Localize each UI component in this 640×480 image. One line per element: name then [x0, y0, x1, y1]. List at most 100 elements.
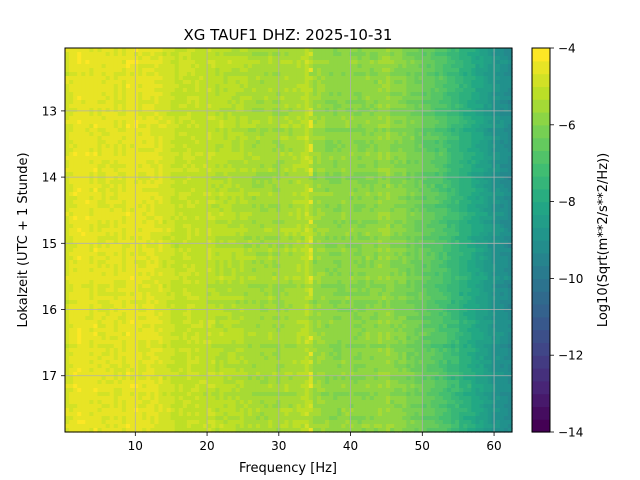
heatmap-cell: [243, 220, 249, 225]
heatmap-cell: [125, 100, 131, 105]
heatmap-cell: [284, 196, 290, 201]
heatmap-cell: [430, 184, 436, 189]
heatmap-cell: [69, 72, 74, 77]
heatmap-cell: [434, 64, 440, 69]
heatmap-cell: [446, 56, 452, 61]
heatmap-cell: [446, 172, 452, 177]
heatmap-cell: [89, 68, 95, 73]
heatmap-cell: [207, 108, 212, 113]
heatmap-cell: [125, 80, 131, 85]
heatmap-cell: [349, 88, 355, 93]
heatmap-cell: [77, 52, 82, 57]
heatmap-cell: [361, 172, 367, 177]
heatmap-cell: [284, 92, 290, 97]
heatmap-cell: [101, 204, 107, 209]
heatmap-cell: [410, 64, 416, 69]
heatmap-cell: [215, 80, 221, 85]
heatmap-cell: [451, 104, 456, 109]
heatmap-cell: [117, 80, 123, 85]
heatmap-cell: [190, 60, 196, 65]
heatmap-cell: [69, 204, 74, 209]
heatmap-cell: [381, 92, 387, 97]
heatmap-cell: [467, 120, 472, 125]
heatmap-cell: [442, 84, 448, 89]
heatmap-cell: [357, 68, 363, 73]
heatmap-cell: [158, 80, 164, 85]
heatmap-cell: [507, 60, 513, 65]
heatmap-cell: [381, 52, 387, 57]
heatmap-cell: [467, 80, 472, 85]
heatmap-cell: [190, 48, 196, 53]
heatmap-cell: [138, 92, 143, 97]
heatmap-cell: [142, 192, 147, 197]
heatmap-cell: [235, 192, 241, 197]
heatmap-cell: [499, 120, 505, 125]
heatmap-cell: [243, 72, 249, 77]
heatmap-cell: [231, 172, 237, 177]
heatmap-cell: [353, 100, 359, 105]
heatmap-cell: [487, 56, 493, 61]
heatmap-cell: [243, 68, 249, 73]
heatmap-cell: [503, 140, 509, 145]
heatmap-cell: [166, 84, 172, 89]
heatmap-cell: [442, 160, 448, 165]
heatmap-cell: [247, 100, 253, 105]
heatmap-cell: [182, 128, 188, 133]
heatmap-cell: [182, 152, 188, 157]
heatmap-cell: [495, 132, 501, 137]
heatmap-cell: [316, 132, 322, 137]
heatmap-cell: [292, 216, 298, 221]
heatmap-cell: [223, 224, 229, 229]
heatmap-cell: [373, 184, 379, 189]
heatmap-cell: [463, 84, 468, 89]
heatmap-cell: [182, 148, 188, 153]
heatmap-cell: [495, 164, 501, 169]
heatmap-cell: [365, 124, 371, 129]
heatmap-cell: [207, 60, 212, 65]
heatmap-cell: [398, 60, 403, 65]
heatmap-cell: [174, 56, 180, 61]
heatmap-cell: [101, 108, 107, 113]
heatmap-cell: [235, 196, 241, 201]
heatmap-cell: [97, 172, 103, 177]
heatmap-cell: [203, 124, 208, 129]
heatmap-cell: [459, 56, 464, 61]
heatmap-cell: [426, 92, 432, 97]
heatmap-cell: [142, 208, 147, 213]
heatmap-cell: [235, 144, 241, 149]
heatmap-cell: [235, 76, 241, 81]
heatmap-cell: [81, 56, 86, 61]
heatmap-cell: [146, 204, 151, 209]
heatmap-cell: [503, 196, 509, 201]
heatmap-cell: [243, 112, 249, 117]
heatmap-cell: [81, 188, 86, 193]
heatmap-cell: [121, 80, 127, 85]
heatmap-cell: [357, 88, 363, 93]
heatmap-cell: [101, 120, 107, 125]
heatmap-cell: [357, 96, 363, 101]
heatmap-cell: [308, 72, 314, 77]
heatmap-cell: [280, 48, 286, 53]
heatmap-cell: [125, 96, 131, 101]
heatmap-cell: [113, 96, 119, 101]
heatmap-cell: [467, 216, 472, 221]
heatmap-cell: [434, 172, 440, 177]
heatmap-cell: [190, 168, 196, 173]
heatmap-cell: [203, 140, 208, 145]
heatmap-cell: [227, 164, 233, 169]
heatmap-cell: [105, 128, 111, 133]
heatmap-cell: [239, 52, 245, 57]
heatmap-cell: [296, 208, 302, 213]
heatmap-cell: [386, 212, 391, 217]
heatmap-cell: [134, 64, 139, 69]
heatmap-cell: [377, 224, 383, 229]
heatmap-cell: [150, 200, 155, 205]
heatmap-cell: [467, 136, 472, 141]
heatmap-cell: [158, 156, 164, 161]
heatmap-cell: [117, 64, 123, 69]
heatmap-cell: [381, 68, 387, 73]
heatmap-cell: [268, 188, 273, 193]
heatmap-cell: [109, 68, 115, 73]
heatmap-cell: [109, 220, 115, 225]
heatmap-cell: [89, 220, 95, 225]
